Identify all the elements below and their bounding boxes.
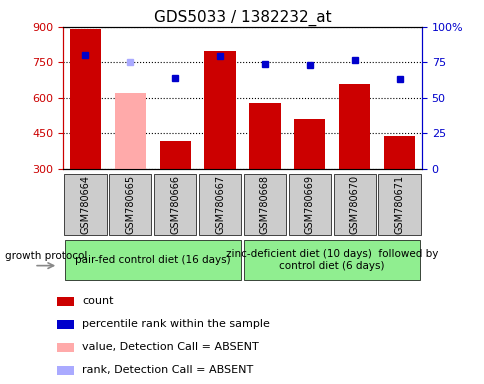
Bar <box>198 174 241 235</box>
Bar <box>338 84 370 169</box>
Bar <box>383 136 414 169</box>
Title: GDS5033 / 1382232_at: GDS5033 / 1382232_at <box>153 9 331 25</box>
Bar <box>57 320 74 329</box>
Text: growth protocol: growth protocol <box>5 251 87 262</box>
Bar <box>65 240 240 280</box>
Bar <box>288 174 330 235</box>
Bar <box>64 174 106 235</box>
Text: GSM780670: GSM780670 <box>349 175 359 234</box>
Text: percentile rank within the sample: percentile rank within the sample <box>82 319 270 329</box>
Bar <box>244 240 419 280</box>
Bar <box>154 174 196 235</box>
Bar <box>293 119 325 169</box>
Text: GSM780666: GSM780666 <box>170 175 180 234</box>
Text: GSM780671: GSM780671 <box>393 175 404 234</box>
Text: count: count <box>82 296 113 306</box>
Text: GSM780669: GSM780669 <box>304 175 314 234</box>
Bar <box>243 174 286 235</box>
Bar <box>159 141 191 169</box>
Bar <box>57 297 74 306</box>
Text: rank, Detection Call = ABSENT: rank, Detection Call = ABSENT <box>82 365 253 375</box>
Bar <box>378 174 420 235</box>
Text: GSM780665: GSM780665 <box>125 175 135 234</box>
Text: pair-fed control diet (16 days): pair-fed control diet (16 days) <box>75 255 230 265</box>
Bar <box>57 366 74 375</box>
Text: GSM780664: GSM780664 <box>80 175 91 234</box>
Bar <box>109 174 151 235</box>
Text: GSM780668: GSM780668 <box>259 175 270 234</box>
Bar <box>249 103 280 169</box>
Text: GSM780667: GSM780667 <box>214 175 225 234</box>
Text: zinc-deficient diet (10 days)  followed by
control diet (6 days): zinc-deficient diet (10 days) followed b… <box>226 249 438 271</box>
Bar <box>204 51 235 169</box>
Bar <box>70 28 101 169</box>
Bar <box>333 174 375 235</box>
Bar <box>114 93 146 169</box>
Text: value, Detection Call = ABSENT: value, Detection Call = ABSENT <box>82 342 258 352</box>
Bar <box>57 343 74 352</box>
